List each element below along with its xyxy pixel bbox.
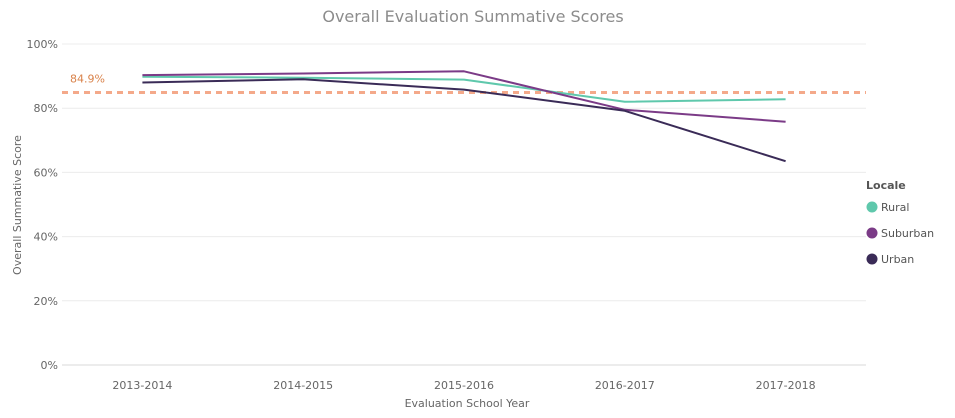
y-tick-label: 20%	[34, 295, 58, 308]
x-tick-label: 2014-2015	[273, 379, 333, 392]
series-line-suburban	[142, 70, 786, 123]
legend-marker	[866, 201, 878, 213]
chart-title: Overall Evaluation Summative Scores	[322, 7, 623, 26]
legend-marker	[866, 227, 878, 239]
x-tick-label: 2017-2018	[756, 379, 816, 392]
legend-entry: Suburban	[881, 227, 934, 240]
y-axis-ticks: 0% 20% 40% 60% 80% 100%	[27, 38, 58, 372]
x-tick-label: 2015-2016	[434, 379, 494, 392]
x-axis-ticks: 2013-2014 2014-2015 2015-2016 2016-2017 2017…	[112, 379, 815, 392]
series-line-rural	[142, 75, 786, 103]
reference-line-group: 84.9%	[62, 72, 866, 94]
y-tick-label: 100%	[27, 38, 58, 51]
legend-marker	[866, 253, 878, 265]
legend-title: Locale	[866, 179, 906, 192]
x-tick-label: 2013-2014	[112, 379, 172, 392]
y-axis-label: Overall Summative Score	[11, 135, 24, 275]
legend: Locale Rural Suburban Urban	[866, 179, 934, 266]
x-tick-label: 2016-2017	[595, 379, 655, 392]
y-tick-label: 40%	[34, 231, 58, 244]
y-tick-label: 80%	[34, 102, 58, 115]
x-axis-label: Evaluation School Year	[405, 397, 530, 410]
legend-entry: Rural	[881, 201, 909, 214]
series-lines	[142, 70, 786, 163]
reference-line-label: 84.9%	[70, 72, 105, 85]
y-tick-label: 60%	[34, 166, 58, 179]
series-line-urban	[142, 78, 786, 163]
legend-entry: Urban	[881, 253, 914, 266]
gridlines	[62, 43, 866, 302]
y-tick-label: 0%	[41, 359, 58, 372]
